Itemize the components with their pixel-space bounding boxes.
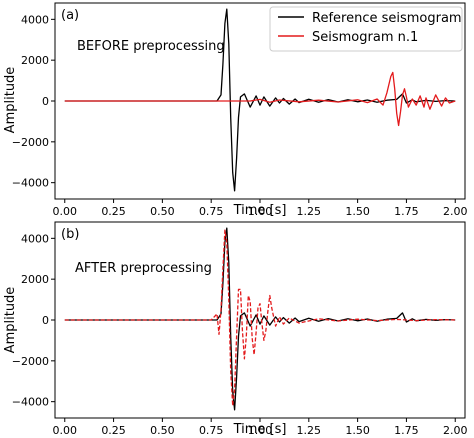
panel-annotation: BEFORE preprocessing — [77, 39, 225, 54]
y-tick-label: 2000 — [21, 54, 49, 67]
x-tick-label: 0.75 — [199, 424, 224, 437]
x-tick-label: 0.75 — [199, 205, 224, 218]
x-tick-label: 1.25 — [297, 424, 322, 437]
x-tick-label: 1.00 — [248, 424, 273, 437]
x-tick-label: 0.50 — [150, 205, 175, 218]
y-tick-label: −4000 — [12, 396, 49, 409]
x-tick-label: 0.00 — [53, 424, 78, 437]
y-tick-label: −2000 — [12, 355, 49, 368]
y-tick-label: −4000 — [12, 177, 49, 190]
x-tick-label: 1.25 — [297, 205, 322, 218]
x-tick-label: 0.50 — [150, 424, 175, 437]
series-line-seismogram-n1 — [64, 71, 456, 127]
x-tick-label: 2.00 — [443, 424, 468, 437]
panel-label: (a) — [61, 8, 79, 23]
panel-annotation: AFTER preprocessing — [75, 261, 212, 276]
y-axis-label: Amplitude — [3, 287, 18, 354]
y-tick-label: 4000 — [21, 232, 49, 245]
y-tick-label: 2000 — [21, 273, 49, 286]
panel-b: 0.00 0.25 0.50 0.75 1.00 1.25 1.50 1.75 2.00 −400… — [3, 221, 468, 437]
series-line-seismogram-n1 — [64, 229, 456, 407]
x-axis-label: Time [s] — [233, 203, 287, 218]
x-tick-label: 1.00 — [248, 205, 273, 218]
panel-label: (b) — [61, 227, 79, 242]
x-tick-label: 0.25 — [101, 205, 126, 218]
y-tick-label: 0 — [42, 95, 49, 108]
y-tick-label: −2000 — [12, 136, 49, 149]
x-tick-label: 1.75 — [394, 205, 419, 218]
legend-box — [269, 6, 463, 52]
y-tick-label: 4000 — [21, 13, 49, 26]
y-axis-label: Amplitude — [3, 67, 18, 134]
legend-entry: Reference seismogram — [312, 11, 462, 26]
x-axis-label: Time [s] — [233, 422, 287, 437]
y-tick-label: 0 — [42, 314, 49, 327]
x-tick-label: 0.00 — [53, 205, 78, 218]
legend-entry: Seismogram n.1 — [312, 30, 418, 45]
series-line-reference — [64, 227, 456, 411]
x-tick-label: 1.50 — [345, 205, 370, 218]
x-tick-label: 2.00 — [443, 205, 468, 218]
panel-a: 0.00 0.25 0.50 0.75 1.00 1.25 1.50 1.75 2.00 −400… — [3, 2, 468, 218]
legend: Reference seismogram Seismogram n.1 — [269, 6, 463, 52]
x-tick-label: 0.25 — [101, 424, 126, 437]
x-tick-label: 1.50 — [345, 424, 370, 437]
x-tick-label: 1.75 — [394, 424, 419, 437]
